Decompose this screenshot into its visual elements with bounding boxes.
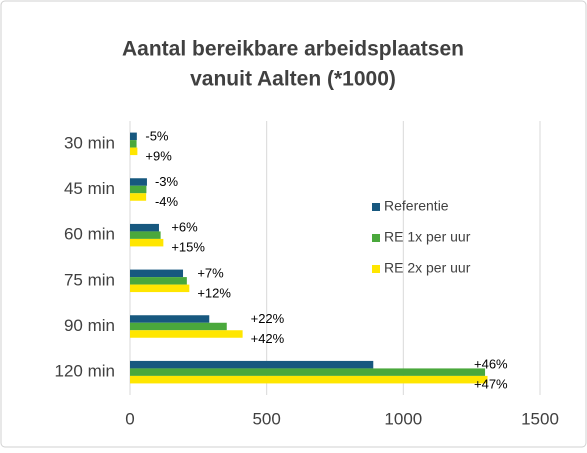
bar xyxy=(130,223,159,232)
legend-label: RE 2x per uur xyxy=(384,260,471,276)
y-tick-label: 90 min xyxy=(64,316,115,335)
y-tick-label: 120 min xyxy=(55,362,115,381)
bar xyxy=(130,322,227,331)
data-label: +6% xyxy=(171,220,198,235)
bar xyxy=(130,140,137,148)
chart-title: vanuit Aalten (*1000) xyxy=(190,68,396,91)
bar xyxy=(130,238,164,247)
bar xyxy=(130,231,161,239)
bar xyxy=(130,330,243,338)
legend-swatch xyxy=(372,203,380,211)
data-label: +22% xyxy=(251,311,285,326)
bar xyxy=(130,375,488,384)
legend-label: Referentie xyxy=(384,198,449,214)
data-label: +42% xyxy=(251,331,285,346)
data-label: +12% xyxy=(197,285,231,300)
bar xyxy=(130,360,374,369)
x-tick-label: 1500 xyxy=(521,409,559,428)
y-tick-label: 30 min xyxy=(64,133,115,152)
y-tick-label: 60 min xyxy=(64,225,115,244)
data-label: +47% xyxy=(474,377,508,392)
bar xyxy=(130,368,486,376)
x-tick-label: 500 xyxy=(252,409,280,428)
bar xyxy=(130,277,187,285)
bar xyxy=(130,147,138,156)
data-label: -5% xyxy=(145,128,169,143)
data-label: +15% xyxy=(171,240,205,255)
bar xyxy=(130,315,210,323)
legend-swatch xyxy=(372,265,380,273)
data-label: -3% xyxy=(155,174,179,189)
legend-label: RE 1x per uur xyxy=(384,229,471,245)
data-label: +7% xyxy=(197,265,224,280)
bar xyxy=(130,132,137,141)
bar xyxy=(130,269,184,278)
y-tick-label: 75 min xyxy=(64,270,115,289)
x-tick-label: 1000 xyxy=(384,409,422,428)
legend-swatch xyxy=(372,234,380,242)
x-tick-label: 0 xyxy=(125,409,134,428)
bar xyxy=(130,185,147,194)
chart-title: Aantal bereikbare arbeidsplaatsen xyxy=(122,38,464,61)
data-label: -4% xyxy=(155,194,179,209)
data-label: +9% xyxy=(145,148,172,163)
bar xyxy=(130,284,190,293)
bar xyxy=(130,193,147,201)
y-tick-label: 45 min xyxy=(64,179,115,198)
bar xyxy=(130,178,147,186)
data-label: +46% xyxy=(474,357,508,372)
